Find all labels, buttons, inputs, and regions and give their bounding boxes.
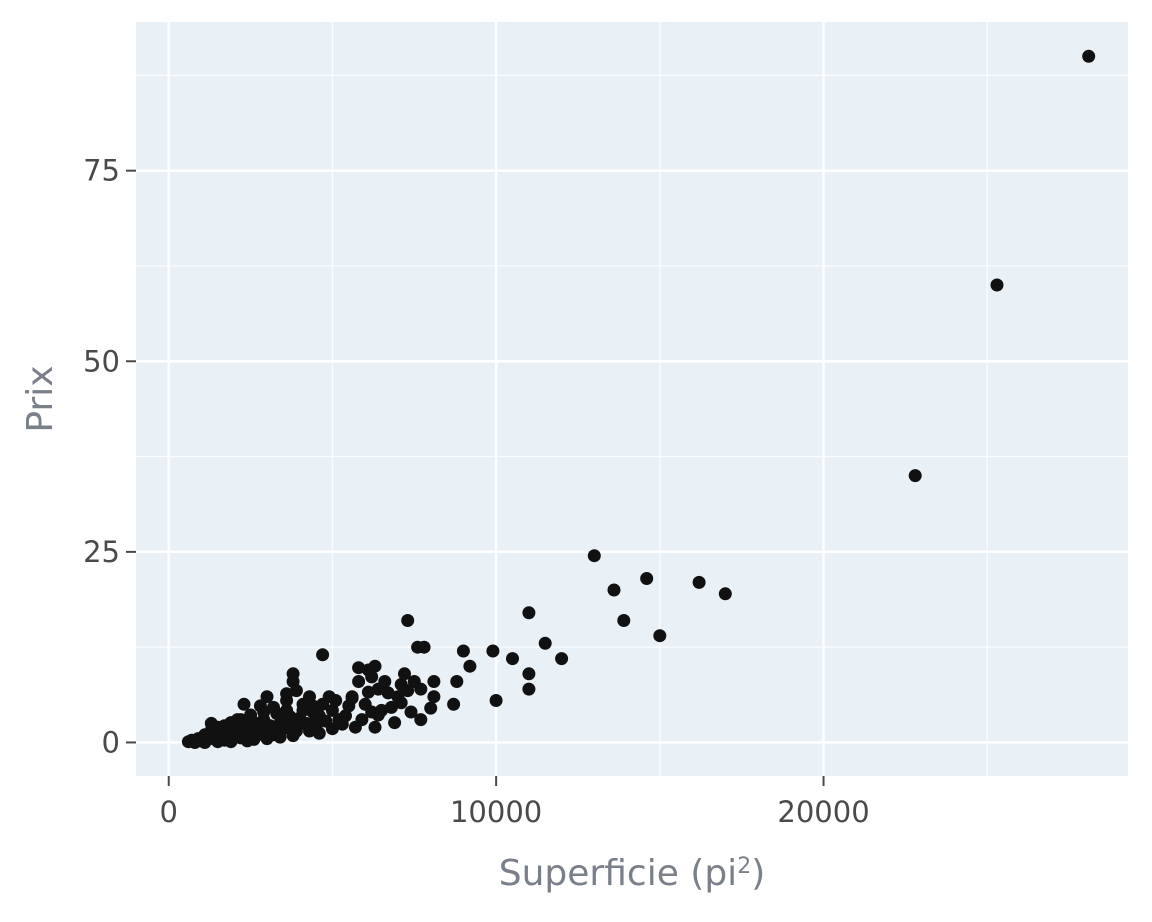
data-point: [990, 278, 1004, 292]
data-point: [522, 606, 536, 620]
data-point: [355, 713, 369, 727]
data-point: [1082, 49, 1096, 63]
data-point: [640, 572, 654, 585]
data-point: [587, 549, 601, 563]
data-point: [538, 636, 552, 650]
data-point: [394, 678, 408, 691]
data-point: [316, 648, 330, 662]
y-axis: 0 25 50 75: [83, 154, 136, 759]
y-axis-title: Prix: [20, 365, 61, 432]
data-point: [257, 713, 271, 727]
data-point: [286, 729, 300, 743]
data-point: [361, 685, 375, 699]
data-point: [427, 690, 441, 704]
data-point: [456, 644, 470, 658]
data-point: [204, 723, 218, 737]
data-point: [368, 720, 382, 734]
data-point: [417, 640, 431, 654]
data-point: [384, 700, 398, 714]
data-point: [414, 682, 428, 696]
data-point: [296, 703, 310, 717]
data-point: [506, 652, 519, 666]
x-tick-label: 10000: [450, 795, 542, 829]
data-point: [463, 659, 477, 673]
data-point: [198, 736, 212, 749]
data-point: [388, 716, 402, 730]
data-point: [289, 684, 303, 698]
data-point: [273, 730, 287, 744]
data-point: [617, 614, 631, 627]
data-point: [240, 734, 254, 748]
x-tick-label: 0: [160, 795, 178, 829]
data-point: [427, 675, 441, 688]
data-point: [489, 694, 503, 707]
x-tick-label: 20000: [777, 795, 869, 829]
data-point: [325, 722, 339, 736]
data-point: [260, 732, 274, 746]
data-point: [322, 690, 336, 704]
y-tick-label: 0: [102, 725, 120, 759]
data-point: [404, 705, 418, 719]
data-point: [352, 661, 366, 675]
data-point: [394, 696, 408, 710]
data-point: [283, 710, 297, 723]
y-tick-label: 50: [83, 344, 120, 378]
data-points: [181, 49, 1096, 749]
data-point: [450, 675, 464, 688]
data-point: [224, 735, 238, 749]
data-point: [555, 652, 569, 666]
data-point: [401, 614, 415, 627]
data-point: [244, 708, 258, 722]
data-point: [398, 667, 411, 681]
data-point: [607, 583, 621, 597]
data-point: [908, 469, 922, 483]
data-point: [312, 726, 326, 740]
data-point: [522, 667, 536, 681]
data-point: [293, 717, 307, 731]
data-point: [335, 717, 349, 731]
data-point: [365, 670, 379, 684]
data-point: [371, 682, 385, 696]
data-point: [325, 703, 339, 717]
data-point: [211, 735, 225, 749]
y-tick-label: 75: [83, 154, 120, 188]
data-point: [267, 700, 280, 714]
x-axis-title-superscript: 2: [737, 854, 751, 879]
data-point: [237, 697, 251, 711]
data-point: [692, 575, 706, 589]
data-point: [486, 644, 500, 658]
data-point: [345, 691, 359, 705]
data-point: [424, 701, 438, 715]
x-axis-title-main: Superficie (pi: [499, 853, 737, 894]
y-tick-label: 25: [83, 535, 120, 569]
x-axis-title-tail: ): [751, 853, 765, 894]
data-point: [253, 699, 267, 713]
data-point: [414, 713, 428, 727]
data-point: [653, 629, 667, 643]
x-axis-title: Superficie (pi2): [499, 853, 765, 894]
data-point: [375, 703, 388, 717]
x-axis: 0 10000 20000: [160, 776, 870, 829]
data-point: [522, 682, 536, 696]
data-point: [381, 686, 395, 700]
data-point: [306, 699, 320, 713]
grid: [136, 22, 1128, 776]
data-point: [260, 690, 274, 704]
data-point: [718, 587, 732, 601]
data-point: [447, 697, 461, 711]
data-point: [280, 687, 294, 701]
plot-background: [136, 22, 1128, 776]
data-point: [352, 675, 366, 688]
